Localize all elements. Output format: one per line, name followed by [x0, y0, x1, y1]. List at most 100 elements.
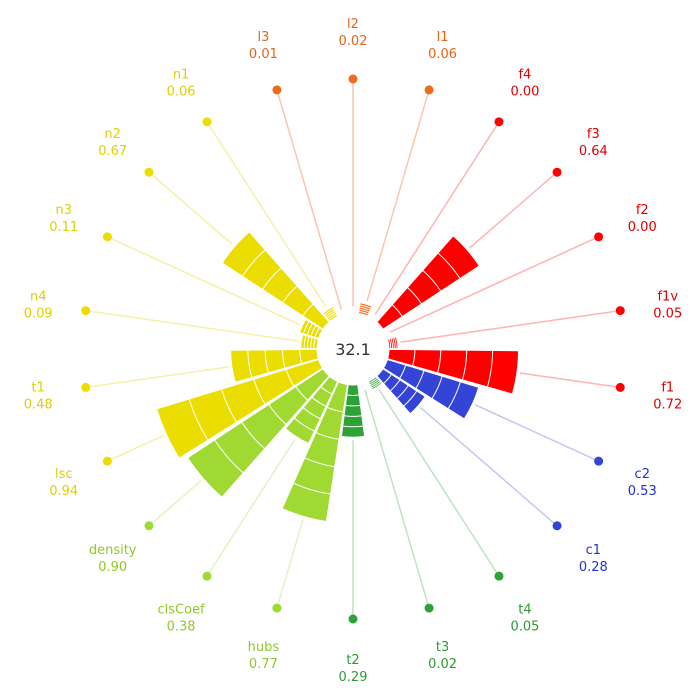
bar-segment-n1 — [325, 310, 336, 317]
bar-segment-f3 — [407, 287, 422, 305]
category-label-clsCoef: clsCoef — [158, 603, 206, 618]
bar-segment-f1v — [388, 338, 392, 349]
leader-line-t3 — [364, 389, 430, 609]
bar-segment-n3 — [310, 325, 317, 337]
leader-line-t1 — [85, 366, 229, 389]
bar-segment-lsc — [253, 379, 266, 405]
bar-segment-clsCoef — [320, 386, 333, 395]
leader-line-clsCoef — [206, 438, 296, 577]
bar-segment-t3 — [358, 383, 369, 388]
category-label-f1v: f1v — [657, 290, 678, 305]
bar-segment-hubs — [315, 432, 340, 440]
leader-line-c1 — [420, 406, 558, 527]
bar-segment-f1v — [392, 337, 395, 349]
bar-segment-t1 — [247, 350, 253, 378]
dot-clsCoef — [202, 571, 212, 581]
bar-segment-c2 — [447, 381, 461, 409]
bar-n2 — [221, 231, 330, 330]
leader-line-n4 — [85, 309, 299, 342]
category-label-f3: f3 — [587, 127, 600, 142]
value-label-t4: 0.05 — [510, 620, 539, 635]
dot-c1 — [552, 521, 562, 531]
leader-line-l1 — [366, 89, 430, 302]
bar-segment-lsc — [220, 388, 237, 423]
dot-f1 — [615, 382, 625, 392]
leader-line-l3 — [276, 89, 343, 310]
leader-line-c2 — [474, 404, 599, 462]
bar-segment-c1 — [383, 374, 392, 384]
bar-segment-f1 — [437, 349, 442, 373]
leader-line-density — [148, 480, 202, 527]
bar-c1 — [376, 368, 426, 415]
bar-segment-n4 — [310, 337, 313, 349]
bar-lsc — [156, 358, 324, 459]
dot-n1 — [202, 117, 212, 127]
bar-segment-t4 — [371, 381, 382, 389]
bar-segment-f1 — [462, 350, 468, 381]
bar-segment-n1 — [323, 308, 335, 316]
category-label-n2: n2 — [104, 127, 121, 142]
bar-segment-f1v — [390, 338, 394, 349]
bar-segment-l1 — [359, 308, 370, 313]
bar-segment-c1 — [396, 385, 409, 399]
dot-l2 — [348, 74, 358, 84]
bar-segment-n4 — [313, 338, 316, 349]
leader-lines-layer — [81, 74, 625, 624]
bar-segment-f2 — [384, 328, 390, 339]
bar-segment-t4 — [368, 377, 378, 384]
bar-segment-hubs — [326, 406, 344, 413]
bar-segment-f3 — [437, 252, 461, 279]
dot-hubs — [272, 603, 282, 613]
bar-segment-f4 — [368, 314, 378, 321]
bar-segment-density — [214, 439, 244, 474]
leader-line-hubs — [276, 519, 304, 609]
bar-segment-c2 — [399, 364, 407, 379]
bar-segment-f1 — [486, 350, 494, 388]
bar-segment-n2 — [241, 249, 266, 277]
dot-t3 — [424, 603, 434, 613]
bar-segment-l1 — [359, 306, 371, 311]
category-label-t1: t1 — [32, 380, 45, 395]
leader-line-f3 — [469, 171, 558, 249]
center-circle — [319, 315, 387, 383]
category-label-c2: c2 — [635, 467, 650, 482]
bar-segment-density — [241, 421, 266, 450]
bar-segment-clsCoef — [293, 417, 315, 432]
value-label-l1: 0.06 — [428, 47, 457, 62]
bar-segment-n2 — [282, 285, 298, 303]
bar-segment-clsCoef — [302, 407, 321, 420]
value-label-n4: 0.09 — [24, 307, 53, 322]
value-label-f1v: 0.05 — [653, 307, 682, 322]
value-label-density: 0.90 — [98, 560, 127, 575]
value-label-lsc: 0.94 — [49, 484, 78, 499]
value-label-f2: 0.00 — [628, 220, 657, 235]
bar-n3 — [299, 318, 324, 340]
bar-segment-n2 — [262, 267, 282, 290]
bar-segment-t3 — [358, 382, 369, 387]
dot-f2 — [594, 232, 604, 242]
leader-line-f1 — [519, 372, 621, 389]
bar-segment-f3 — [422, 269, 442, 292]
value-label-f1: 0.72 — [653, 397, 682, 412]
leader-line-f4 — [374, 121, 500, 315]
bar-segment-f1v — [394, 337, 397, 349]
bar-segment-c1 — [403, 390, 418, 407]
bar-n1 — [322, 305, 339, 323]
category-label-l2: l2 — [347, 17, 359, 32]
bar-segment-f3 — [391, 304, 403, 317]
bar-segment-t3 — [358, 382, 369, 386]
bar-segment-hubs — [293, 482, 331, 495]
dot-l3 — [272, 85, 282, 95]
value-label-clsCoef: 0.38 — [167, 620, 196, 635]
bar-segment-n3 — [302, 321, 310, 335]
bar-segment-l3 — [337, 311, 348, 315]
bar-segment-n4 — [306, 336, 310, 349]
category-label-hubs: hubs — [248, 640, 280, 655]
bar-segment-f1 — [412, 349, 416, 366]
bar-segment-t4 — [370, 380, 381, 387]
dot-n4 — [81, 306, 91, 316]
category-label-f1: f1 — [661, 380, 674, 395]
bar-segment-hubs — [304, 457, 335, 468]
dot-lsc — [102, 456, 112, 466]
